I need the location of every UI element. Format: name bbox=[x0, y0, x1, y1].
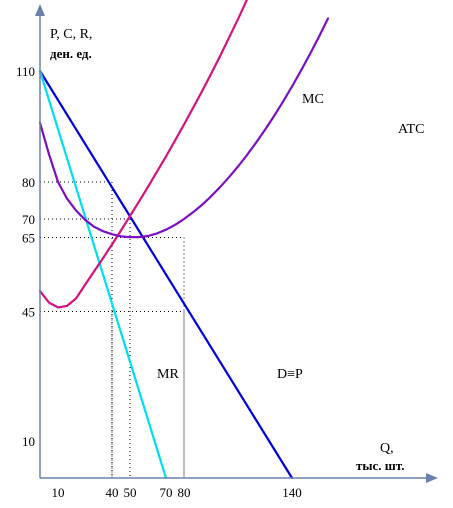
y-tick-65: 65 bbox=[22, 231, 35, 246]
x-axis-arrow bbox=[426, 473, 438, 483]
series-label-d-eq-p: D≡P bbox=[277, 367, 303, 382]
y-axis-label-line1: P, C, R, bbox=[50, 27, 92, 42]
chart-axes bbox=[35, 4, 438, 483]
x-tick-50: 50 bbox=[124, 485, 137, 500]
series-label-mc: MC bbox=[302, 92, 324, 107]
y-axis-arrow bbox=[35, 4, 45, 16]
y-tick-10: 10 bbox=[22, 434, 35, 449]
x-tick-80: 80 bbox=[178, 485, 191, 500]
series-mr bbox=[38, 69, 168, 480]
series-d-eq-p bbox=[38, 69, 294, 480]
series-mc bbox=[38, 0, 249, 309]
chart-series bbox=[38, 0, 330, 480]
series-atc bbox=[38, 17, 330, 239]
tick-labels: 10 40 50 70 80 140 10 45 65 70 80 110 bbox=[16, 64, 302, 500]
x-tick-40: 40 bbox=[106, 485, 119, 500]
y-tick-80: 80 bbox=[22, 175, 35, 190]
chart-labels: P, C, R, ден. ед. Q, тыс. шт. bbox=[50, 27, 404, 473]
y-axis-label-line2: ден. ед. bbox=[50, 46, 92, 61]
series-label-mr: MR bbox=[157, 367, 179, 382]
x-axis-label-line2: тыс. шт. bbox=[356, 458, 404, 473]
x-tick-140: 140 bbox=[282, 485, 302, 500]
series-labels: MC ATC MR D≡P bbox=[157, 92, 424, 382]
series-label-atc: ATC bbox=[398, 122, 424, 137]
x-tick-70: 70 bbox=[160, 485, 173, 500]
x-tick-10: 10 bbox=[52, 485, 65, 500]
y-tick-110: 110 bbox=[16, 64, 35, 79]
y-tick-45: 45 bbox=[22, 305, 35, 320]
y-tick-70: 70 bbox=[22, 212, 35, 227]
guide-lines bbox=[40, 181, 185, 478]
x-axis-label-line1: Q, bbox=[380, 441, 394, 456]
